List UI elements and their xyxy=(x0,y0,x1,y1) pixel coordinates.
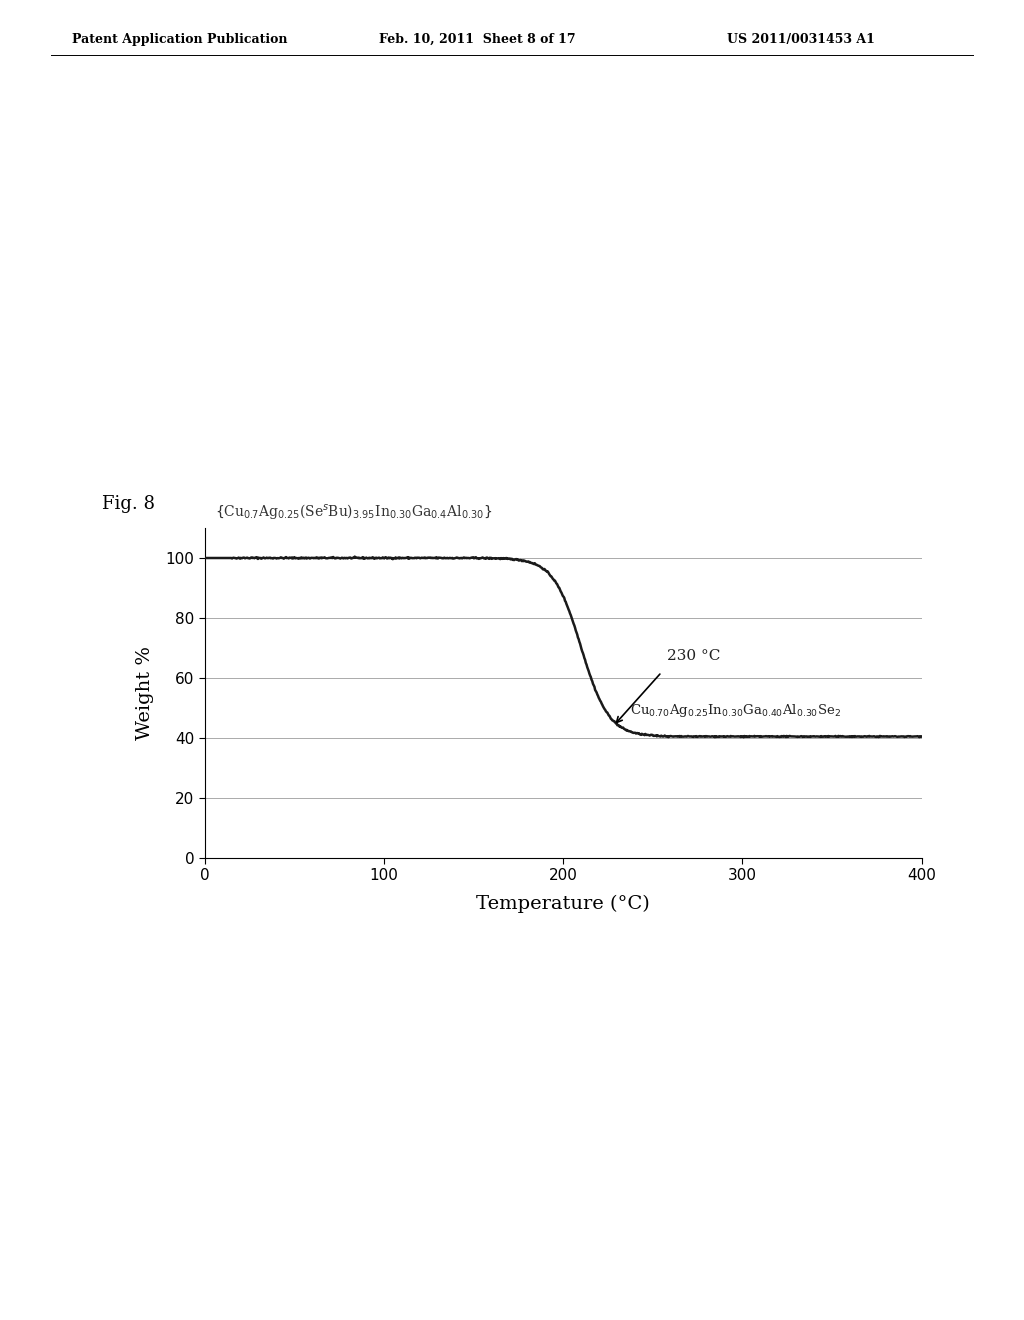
X-axis label: Temperature (°C): Temperature (°C) xyxy=(476,895,650,912)
Text: Patent Application Publication: Patent Application Publication xyxy=(72,33,287,46)
Text: Feb. 10, 2011  Sheet 8 of 17: Feb. 10, 2011 Sheet 8 of 17 xyxy=(379,33,575,46)
Text: 230 °C: 230 °C xyxy=(668,649,721,663)
Text: US 2011/0031453 A1: US 2011/0031453 A1 xyxy=(727,33,874,46)
Text: Cu$_{0.70}$Ag$_{0.25}$In$_{0.30}$Ga$_{0.40}$Al$_{0.30}$Se$_2$: Cu$_{0.70}$Ag$_{0.25}$In$_{0.30}$Ga$_{0.… xyxy=(630,702,841,719)
Text: $\{$Cu$_{0.7}$Ag$_{0.25}$(Se$^{s}$Bu)$_{3.95}$In$_{0.30}$Ga$_{0.4}$Al$_{0.30}$$\: $\{$Cu$_{0.7}$Ag$_{0.25}$(Se$^{s}$Bu)$_{… xyxy=(215,503,493,521)
Y-axis label: Weight %: Weight % xyxy=(136,645,155,741)
Text: Fig. 8: Fig. 8 xyxy=(102,495,156,513)
